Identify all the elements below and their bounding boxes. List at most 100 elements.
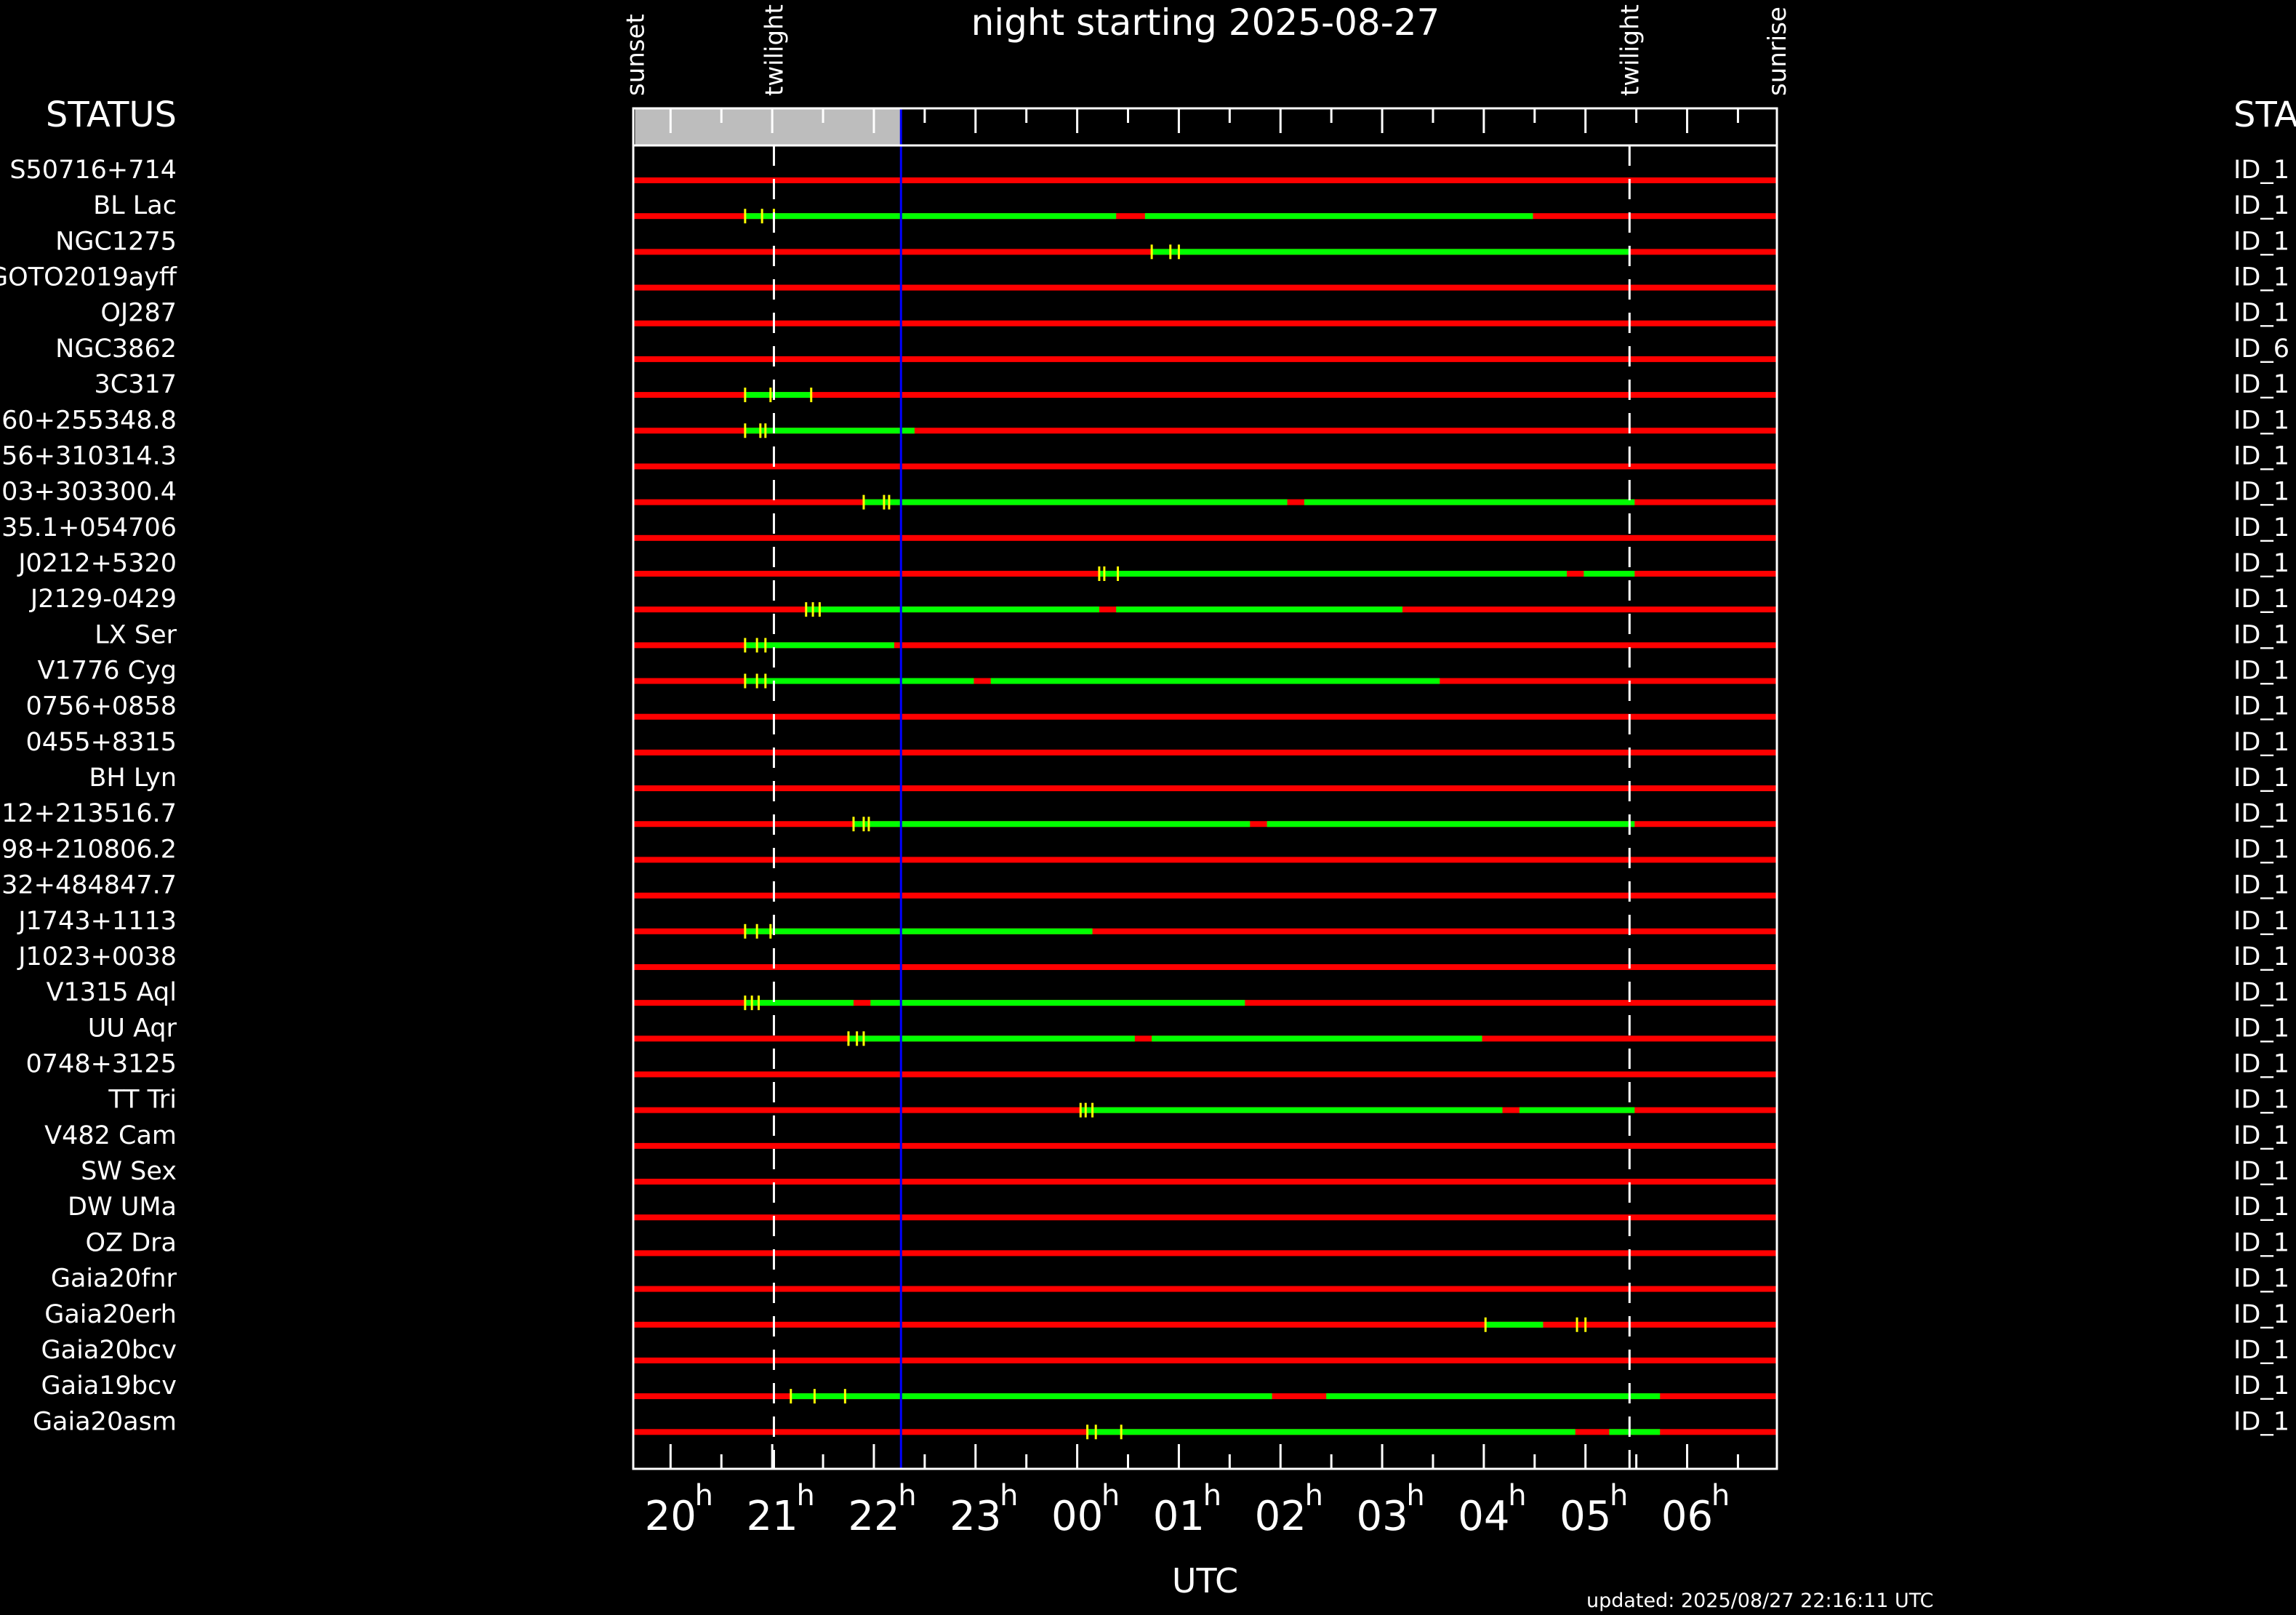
row-9	[633, 494, 1777, 510]
target-name: BL Lac	[93, 191, 177, 220]
row-32	[633, 1317, 1777, 1332]
target-id: ID_1	[2233, 1300, 2289, 1329]
row-bar-unobservable	[633, 534, 1777, 541]
row-30	[633, 1250, 1777, 1257]
observable-window	[1304, 499, 1635, 505]
target-id: ID_1	[2233, 728, 2289, 757]
x-tick-label: 01	[1153, 1493, 1205, 1540]
chart-title: night starting 2025-08-27	[971, 1, 1440, 44]
target-id: ID_1	[2233, 156, 2289, 185]
target-id: ID_1	[2233, 585, 2289, 614]
x-tick-suffix: h	[1101, 1479, 1120, 1512]
row-bar-unobservable	[633, 392, 1777, 398]
target-id: ID_1	[2233, 549, 2289, 578]
x-tick-suffix: h	[796, 1479, 814, 1512]
observable-window	[1485, 1321, 1544, 1328]
row-bar-unobservable	[633, 1142, 1777, 1149]
target-name: Gaia20erh	[44, 1300, 177, 1329]
row-12	[633, 602, 1777, 617]
row-29	[633, 1214, 1777, 1221]
row-24	[633, 1031, 1777, 1046]
x-tick-suffix: h	[1406, 1479, 1424, 1512]
row-25	[633, 1071, 1777, 1078]
row-14	[633, 673, 1777, 689]
status-header-left: STATUS	[46, 95, 177, 135]
observable-window	[744, 213, 1117, 220]
x-tick-label: 02	[1255, 1493, 1306, 1540]
target-name: 60+255348.8	[1, 406, 177, 435]
target-id: ID_1	[2233, 1157, 2289, 1186]
observable-window	[806, 606, 1099, 613]
x-tick-label: 06	[1661, 1493, 1713, 1540]
row-bar-unobservable	[633, 1286, 1777, 1292]
target-id: ID_1	[2233, 657, 2289, 686]
x-tick-label: 05	[1560, 1493, 1611, 1540]
row-bar-unobservable	[633, 320, 1777, 326]
target-rows	[633, 177, 1777, 1440]
observable-window	[848, 1035, 1135, 1042]
target-id: ID_1	[2233, 1228, 2289, 1257]
observable-window	[1609, 1429, 1661, 1435]
target-name: J0212+5320	[17, 549, 177, 578]
marker-label-sunrise: sunrise	[1763, 7, 1792, 96]
observable-window	[744, 928, 1093, 934]
row-bar-unobservable	[633, 428, 1777, 434]
target-name: NGC3862	[55, 334, 177, 364]
observable-window	[744, 642, 894, 649]
twilight-lines	[772, 145, 1631, 1469]
observable-window	[1099, 570, 1568, 577]
observable-window	[744, 428, 915, 434]
target-name: J2129-0429	[29, 585, 177, 614]
target-name: Gaia20fnr	[51, 1265, 177, 1294]
row-bar-unobservable	[633, 463, 1777, 470]
row-bar-unobservable	[633, 892, 1777, 899]
target-name: 0748+3125	[26, 1050, 177, 1079]
observable-window	[1087, 1429, 1576, 1435]
row-11	[633, 566, 1777, 581]
row-2	[633, 244, 1777, 260]
status-header-right: STA	[2233, 95, 2296, 135]
observable-window	[870, 1000, 1245, 1006]
row-26	[633, 1102, 1777, 1118]
target-id: ID_6	[2233, 334, 2289, 364]
row-31	[633, 1286, 1777, 1292]
target-id: ID_1	[2233, 1336, 2289, 1365]
observable-window	[744, 678, 974, 684]
row-13	[633, 638, 1777, 653]
target-id: ID_1	[2233, 1193, 2289, 1222]
x-tick-label: 00	[1051, 1493, 1103, 1540]
target-name: NGC1275	[55, 227, 177, 256]
target-id: ID_1	[2233, 478, 2289, 507]
observable-window	[790, 1393, 1272, 1400]
target-id: ID_1	[2233, 692, 2289, 721]
target-name: 0455+8315	[26, 728, 177, 757]
x-tick-label: 04	[1458, 1493, 1509, 1540]
row-bar-unobservable	[633, 1250, 1777, 1257]
observable-window	[1144, 213, 1533, 220]
target-id: ID_1	[2233, 871, 2289, 900]
row-18	[633, 817, 1777, 832]
target-id: ID_1	[2233, 978, 2289, 1007]
observable-window	[1267, 821, 1635, 827]
row-bar-unobservable	[633, 1214, 1777, 1221]
target-name: TT Tri	[108, 1086, 177, 1115]
x-tick-suffix: h	[1508, 1479, 1526, 1512]
row-bar-unobservable	[633, 356, 1777, 362]
target-id: ID_1	[2233, 942, 2289, 971]
elapsed-night-shading	[635, 108, 902, 145]
target-name: 32+484847.7	[1, 871, 177, 900]
x-tick-label: 20	[645, 1493, 697, 1540]
row-23	[633, 995, 1777, 1011]
observable-window	[1519, 1107, 1635, 1113]
row-bar-unobservable	[633, 963, 1777, 970]
target-id: ID_1	[2233, 227, 2289, 256]
row-bar-unobservable	[633, 1321, 1777, 1328]
target-id: ID_1	[2233, 1014, 2289, 1043]
row-3	[633, 284, 1777, 291]
row-16	[633, 749, 1777, 756]
x-tick-label: 03	[1356, 1493, 1408, 1540]
target-name: 98+210806.2	[1, 835, 177, 864]
target-id: ID_1	[2233, 1407, 2289, 1436]
target-name: Gaia19bcv	[41, 1371, 177, 1400]
